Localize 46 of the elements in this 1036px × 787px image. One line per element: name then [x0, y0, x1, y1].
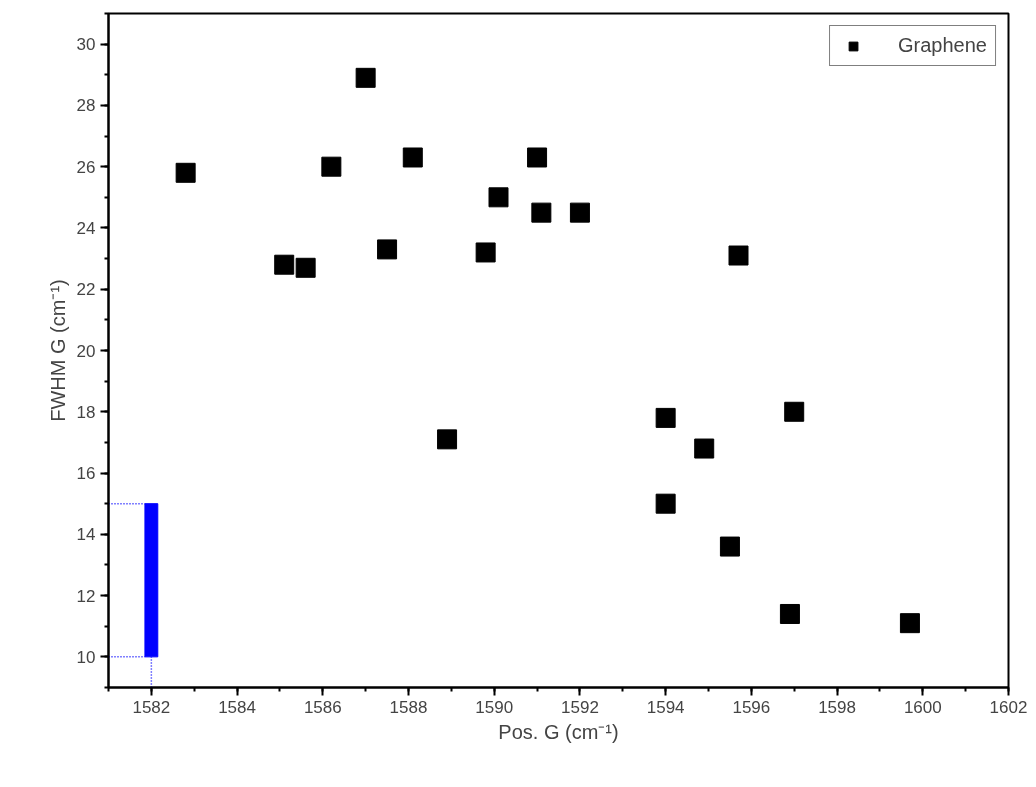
point	[274, 254, 295, 275]
point	[719, 536, 740, 557]
y-tick-label: 20	[76, 341, 96, 361]
y-tick-label: 16	[76, 464, 96, 484]
point	[784, 401, 805, 422]
x-tick-label: 1600	[903, 697, 942, 717]
y-tick-label: 10	[76, 647, 96, 667]
y-tick-label: 26	[76, 157, 96, 177]
point	[437, 429, 458, 450]
y-axis-title: FWHM G (cm⁻¹)	[46, 279, 69, 422]
y-tick-label: 18	[76, 402, 96, 422]
x-tick-label: 1590	[475, 697, 514, 717]
point	[655, 407, 676, 428]
point	[899, 613, 920, 634]
x-tick-label: 1582	[132, 697, 171, 717]
x-tick-label: 1592	[561, 697, 599, 717]
y-tick-label: 28	[76, 96, 96, 116]
legend-label: Graphene	[898, 34, 987, 57]
point	[377, 239, 398, 260]
x-tick-label: 1594	[646, 697, 685, 717]
x-tick-label: 1602	[989, 697, 1028, 717]
point	[569, 202, 590, 223]
x-axis-title: Pos. G (cm⁻¹)	[498, 720, 619, 743]
x-tick-label: 1598	[818, 697, 856, 717]
point	[355, 67, 376, 88]
x-tick-label: 1588	[389, 697, 428, 717]
y-tick-label: 24	[76, 218, 96, 238]
point	[728, 245, 749, 266]
point	[175, 162, 196, 183]
point	[402, 147, 423, 168]
point	[779, 603, 800, 624]
y-tick-label: 14	[76, 525, 96, 545]
x-tick-label: 1586	[303, 697, 342, 717]
point	[527, 147, 548, 168]
point	[475, 242, 496, 263]
point	[321, 156, 342, 177]
y-tick-label: 30	[76, 35, 96, 55]
point	[295, 257, 316, 278]
x-tick-label: 1584	[218, 697, 256, 717]
point	[488, 187, 509, 208]
point	[531, 202, 552, 223]
x-tick-label: 1596	[732, 697, 771, 717]
point	[694, 438, 715, 459]
point	[655, 493, 676, 514]
y-tick-label: 22	[76, 280, 96, 300]
y-tick-label: 12	[76, 586, 96, 606]
